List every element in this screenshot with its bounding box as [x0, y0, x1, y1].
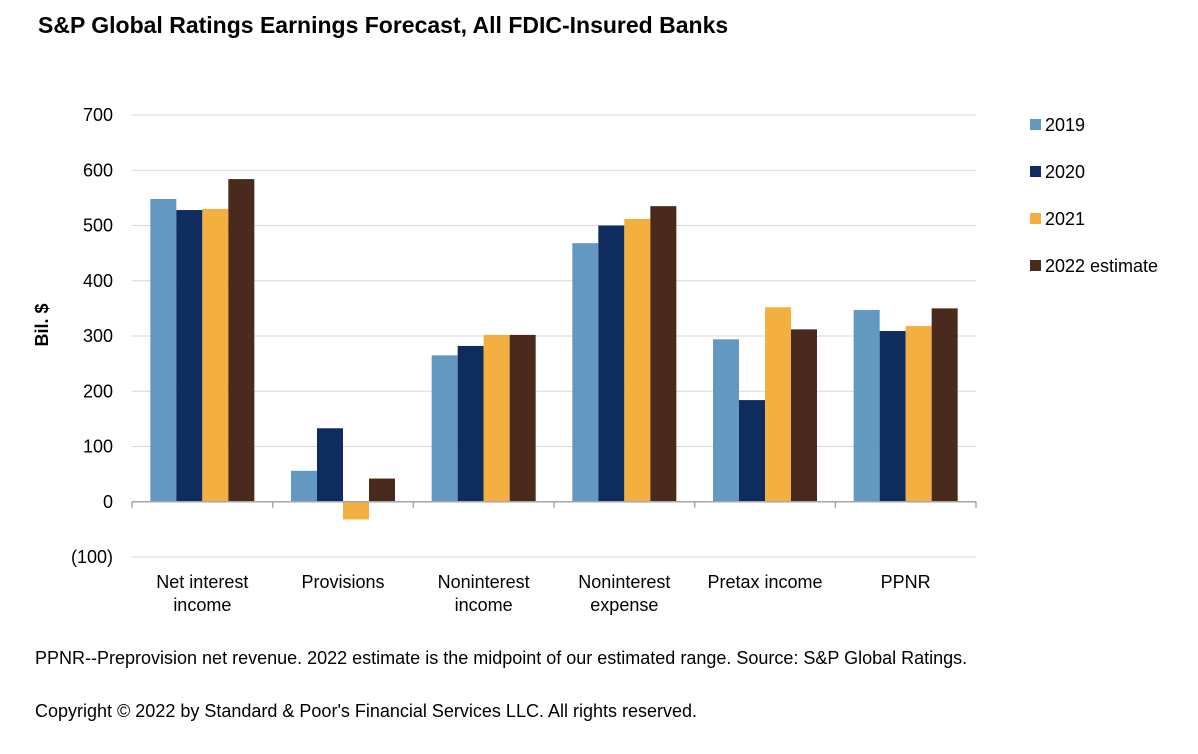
chart-title: S&P Global Ratings Earnings Forecast, Al… [38, 12, 729, 38]
legend-swatch [1030, 166, 1041, 177]
legend-label: 2022 estimate [1045, 256, 1158, 276]
x-tick-label: Noninterest expense [578, 572, 670, 615]
y-axis-label: Bil. $ [32, 303, 52, 346]
bar-2020-4 [739, 400, 765, 502]
bar-2021-3 [624, 218, 651, 502]
bar-2019-2 [431, 355, 458, 502]
bar-2020-0 [176, 210, 203, 502]
x-tick-label: PPNR [881, 572, 931, 592]
y-tick-label: 300 [83, 326, 113, 346]
gridlines [132, 114, 976, 558]
footnote: PPNR--Preprovision net revenue. 2022 est… [35, 648, 968, 668]
bar-2020-2 [457, 345, 484, 502]
legend-label: 2019 [1045, 115, 1085, 135]
y-tick-label: (100) [71, 547, 113, 567]
x-tick-label: Pretax income [707, 572, 822, 592]
y-tick-labels: 700 600 500 400 300 200 100 0 (100) [71, 105, 113, 567]
x-tick-label: Provisions [301, 572, 384, 592]
y-tick-label: 600 [83, 160, 113, 180]
legend-swatch [1030, 260, 1041, 271]
x-tick-label: Net interest income [156, 572, 248, 615]
legend-swatch [1030, 119, 1041, 130]
legend: 2019 2020 2021 2022 estimate [1030, 115, 1158, 276]
x-tick-label: Noninterest income [438, 572, 530, 615]
y-tick-label: 0 [103, 492, 113, 512]
y-tick-label: 100 [83, 437, 113, 457]
bar-2021-2 [483, 334, 510, 502]
bar-2020-1 [317, 428, 343, 502]
bar-2022-estimate-3 [650, 206, 677, 502]
bar-2020-3 [598, 225, 625, 502]
bar-2021-0 [202, 208, 229, 502]
bar-2022-estimate-5 [931, 308, 958, 502]
y-tick-label: 700 [83, 105, 113, 125]
bar-chart: 700 600 500 400 300 200 100 0 (100) Net interest… [32, 105, 1158, 615]
y-tick-label: 200 [83, 381, 113, 401]
legend-label: 2020 [1045, 162, 1085, 182]
bar-2019-0 [150, 198, 177, 502]
bar-2021-1 [343, 501, 369, 520]
y-tick-label: 500 [83, 216, 113, 236]
bar-2019-3 [572, 243, 599, 502]
bar-2020-5 [879, 331, 906, 502]
bar-2022-estimate-0 [228, 179, 255, 502]
bar-2019-1 [291, 470, 317, 502]
legend-swatch [1030, 213, 1041, 224]
y-tick-label: 400 [83, 271, 113, 291]
bars [150, 179, 958, 520]
bar-2022-estimate-1 [369, 478, 395, 502]
bar-2022-estimate-2 [509, 334, 536, 502]
legend-label: 2021 [1045, 209, 1085, 229]
axes [131, 501, 977, 508]
x-tick-labels: Net interest income Provisions Noninterest i… [156, 572, 930, 615]
bar-2021-5 [905, 326, 932, 502]
bar-2019-4 [713, 339, 739, 502]
bar-2021-4 [765, 307, 791, 502]
bar-2019-5 [853, 310, 880, 502]
copyright-notice: Copyright © 2022 by Standard & Poor's Fi… [35, 701, 698, 721]
bar-2022-estimate-4 [791, 329, 817, 502]
